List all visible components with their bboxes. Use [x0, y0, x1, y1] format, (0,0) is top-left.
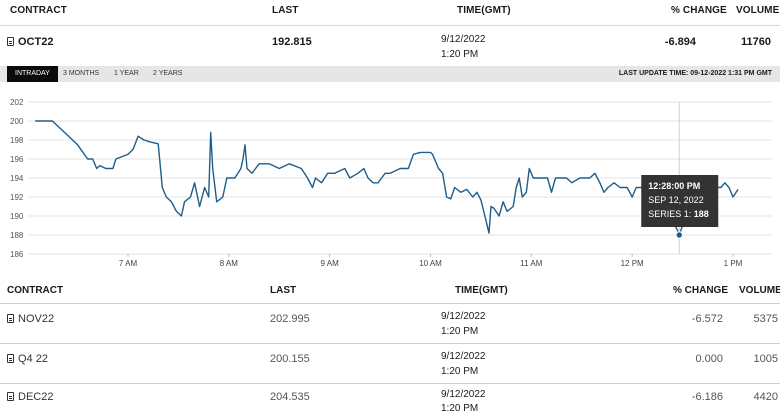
y-tick-label: 186 [10, 250, 24, 259]
row-time: 1:20 PM [441, 366, 479, 377]
row-last: 204.535 [270, 391, 310, 403]
tab-intraday[interactable]: INTRADAY [7, 66, 58, 82]
row-time: 1:20 PM [441, 326, 479, 337]
row-contract: DEC22 [18, 391, 54, 403]
row-contract-cell[interactable]: NOV22 [7, 313, 54, 325]
tab-1-year[interactable]: 1 YEAR [114, 70, 139, 77]
y-tick-label: 192 [10, 193, 24, 202]
row-date: 9/12/2022 [441, 351, 486, 362]
main-contract-date: 9/12/2022 [441, 34, 486, 45]
header-volume: VOLUME [736, 5, 780, 16]
x-tick-label: 8 AM [220, 259, 239, 268]
main-contract-change: -6.894 [664, 36, 696, 48]
y-tick-label: 194 [10, 174, 24, 183]
main-contract-name-cell[interactable]: OCT22 [7, 36, 53, 48]
contract-table-header: CONTRACT LAST TIME(GMT) % CHANGE VOLUME [0, 0, 780, 26]
row-contract: NOV22 [18, 313, 55, 325]
document-icon [7, 392, 14, 401]
table-row[interactable]: NOV22 202.995 9/12/2022 1:20 PM -6.572 5… [0, 304, 780, 344]
x-tick-label: 7 AM [119, 259, 138, 268]
x-tick-label: 1 PM [724, 259, 743, 268]
other-contracts-header: CONTRACT LAST TIME(GMT) % CHANGE VOLUME [0, 280, 780, 304]
main-contract-last: 192.815 [272, 36, 312, 48]
chart-range-tabbar: INTRADAY 3 MONTHS 1 YEAR 2 YEARS LAST UP… [0, 66, 780, 82]
x-tick-label: 9 AM [321, 259, 340, 268]
main-contract-time: 1:20 PM [441, 49, 479, 60]
intraday-price-chart[interactable]: 186 188 190 192 194 196 198 200 202 7 AM 8 AM 9 AM 1… [0, 88, 780, 272]
y-tick-label: 188 [10, 231, 24, 240]
y-tick-label: 202 [10, 98, 24, 107]
table-header-volume: VOLUME [739, 285, 780, 296]
row-change: 0.000 [695, 353, 723, 365]
table-header-pct-change: % CHANGE [673, 285, 729, 296]
main-contract-row[interactable]: OCT22 192.815 9/12/2022 1:20 PM -6.894 1… [0, 26, 780, 66]
hovered-point [675, 231, 683, 239]
y-tick-label: 198 [10, 136, 24, 145]
document-icon [7, 314, 14, 323]
row-contract-cell[interactable]: DEC22 [7, 391, 53, 403]
x-tick-label: 12 PM [621, 259, 644, 268]
row-change: -6.572 [691, 313, 723, 325]
x-tick-label: 10 AM [419, 259, 442, 268]
row-contract: Q4 22 [18, 353, 48, 365]
y-tick-label: 196 [10, 155, 24, 164]
header-pct-change: % CHANGE [671, 5, 727, 16]
tooltip-time: 12:28:00 PM [648, 181, 700, 191]
row-date: 9/12/2022 [441, 389, 486, 400]
header-contract: CONTRACT [10, 5, 67, 16]
tooltip-date: SEP 12, 2022 [648, 195, 703, 205]
table-header-time: TIME(GMT) [455, 285, 508, 296]
row-contract-cell[interactable]: Q4 22 [7, 353, 48, 365]
row-volume: 4420 [753, 391, 778, 403]
tab-2-years[interactable]: 2 YEARS [153, 70, 183, 77]
table-row[interactable]: Q4 22 200.155 9/12/2022 1:20 PM 0.000 10… [0, 344, 780, 384]
row-change: -6.186 [691, 391, 723, 403]
row-date: 9/12/2022 [441, 311, 486, 322]
row-volume: 1005 [753, 353, 778, 365]
table-header-contract: CONTRACT [7, 285, 64, 296]
y-tick-label: 190 [10, 212, 24, 221]
header-time: TIME(GMT) [457, 5, 511, 16]
y-tick-label: 200 [10, 117, 24, 126]
tooltip-series: SERIES 1: 188 [648, 209, 709, 219]
tooltip-box [641, 175, 719, 227]
main-contract-volume: 11760 [741, 36, 771, 48]
row-time: 1:20 PM [441, 403, 479, 414]
series-line [35, 120, 739, 236]
row-volume: 5375 [753, 313, 778, 325]
header-last: LAST [272, 5, 299, 16]
document-icon [7, 354, 14, 363]
table-header-last: LAST [270, 285, 297, 296]
main-contract-name: OCT22 [18, 36, 54, 48]
row-last: 200.155 [270, 353, 310, 365]
x-tick-label: 11 AM [520, 259, 542, 268]
row-last: 202.995 [270, 313, 310, 325]
last-update-time: LAST UPDATE TIME: 09-12-2022 1:31 PM GMT [618, 70, 772, 77]
table-row[interactable]: DEC22 204.535 9/12/2022 1:20 PM -6.186 4… [0, 384, 780, 417]
document-icon [7, 37, 14, 46]
tab-3-months[interactable]: 3 MONTHS [63, 70, 100, 77]
